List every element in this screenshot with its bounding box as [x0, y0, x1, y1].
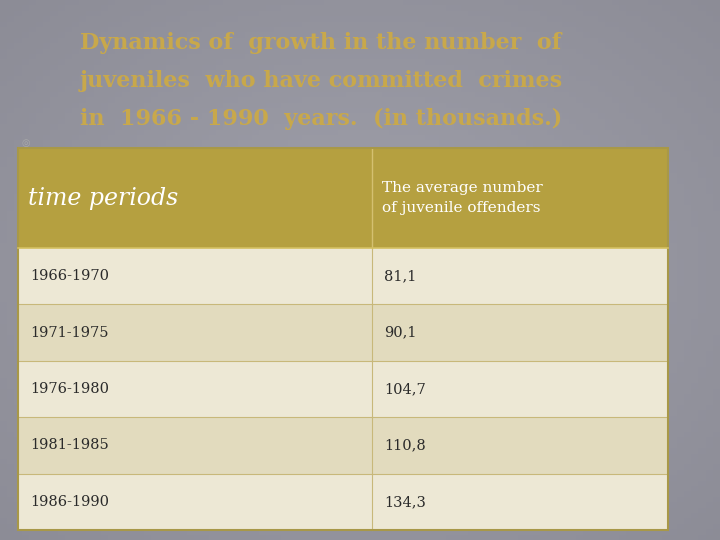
Text: 1986-1990: 1986-1990	[30, 495, 109, 509]
Text: 1966-1970: 1966-1970	[30, 269, 109, 283]
Bar	[18, 148, 668, 248]
Bar	[18, 148, 668, 530]
Text: 1976-1980: 1976-1980	[30, 382, 109, 396]
Bar	[18, 474, 668, 530]
Text: 81,1: 81,1	[384, 269, 417, 283]
Text: Dynamics of  growth in the number  of: Dynamics of growth in the number of	[80, 32, 562, 54]
Text: ◎: ◎	[22, 138, 30, 148]
Bar	[18, 248, 668, 305]
Text: 90,1: 90,1	[384, 326, 417, 340]
Bar	[18, 417, 668, 474]
Text: time periods: time periods	[28, 186, 179, 210]
Text: 1981-1985: 1981-1985	[30, 438, 109, 453]
Text: 1971-1975: 1971-1975	[30, 326, 109, 340]
Text: juveniles  who have committed  crimes: juveniles who have committed crimes	[80, 70, 563, 92]
Text: 134,3: 134,3	[384, 495, 426, 509]
Text: in  1966 - 1990  years.  (in thousands.): in 1966 - 1990 years. (in thousands.)	[80, 108, 562, 130]
Text: 110,8: 110,8	[384, 438, 426, 453]
Text: 104,7: 104,7	[384, 382, 426, 396]
Text: The average number
of juvenile offenders: The average number of juvenile offenders	[382, 181, 543, 215]
Bar	[18, 361, 668, 417]
Bar	[18, 305, 668, 361]
